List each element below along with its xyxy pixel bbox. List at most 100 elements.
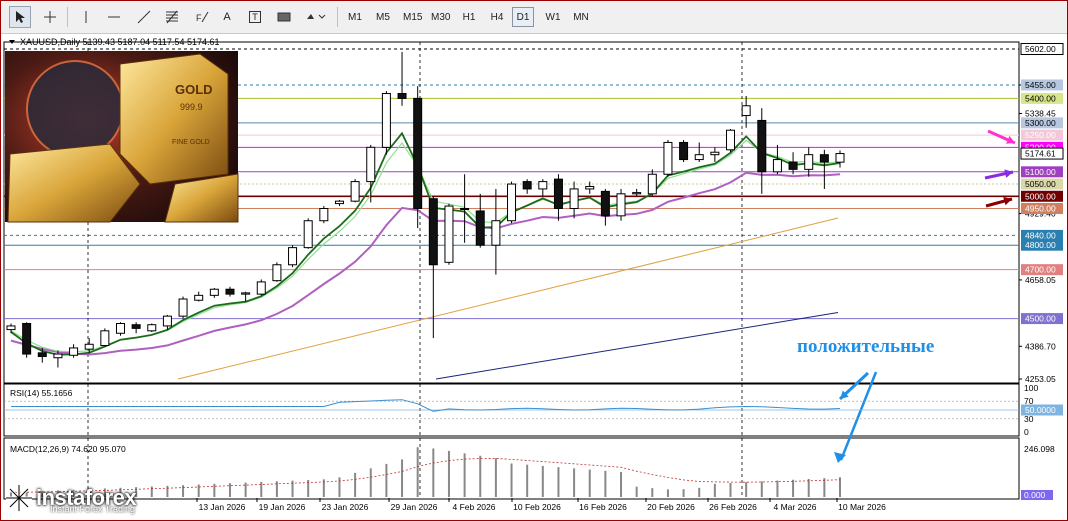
logo-tagline: Instant Forex Trading (50, 504, 136, 514)
price-tag-label: 5250.00 (1025, 130, 1056, 140)
candle (507, 183, 517, 222)
candle (553, 178, 563, 210)
candle (616, 193, 626, 217)
candle (22, 322, 32, 355)
candle (225, 288, 235, 295)
logo-name: instaforex (36, 485, 137, 510)
drawing-toolbar: F A T M1 M5 M15 M30 H1 H4 D1 W1 MN (1, 1, 1067, 34)
annotation-arrow-rsi-head (840, 390, 849, 399)
timeframe-h4[interactable]: H4 (490, 11, 504, 23)
price-tag-label: 5000.00 (1025, 191, 1056, 201)
shapes-tool-button[interactable] (303, 6, 329, 28)
annotation-text: положительные (797, 336, 934, 357)
ma-orange-line (177, 217, 839, 380)
fibonacci-fan-tool-button[interactable]: F (191, 6, 213, 28)
globe-shape (26, 60, 124, 158)
macd-signal-line (10, 457, 841, 493)
candle (585, 185, 595, 190)
timeframe-m5[interactable]: M5 (376, 11, 390, 23)
candle (491, 220, 501, 246)
timeframe-d1[interactable]: D1 (512, 7, 534, 27)
price-tick-label: 4253.05 (1025, 374, 1056, 384)
ma-fast-line (10, 131, 841, 356)
price-tag-5250.00 (1021, 129, 1063, 141)
annotation-arrow-macd-head (834, 452, 846, 463)
cursor-tool-button[interactable] (9, 6, 31, 28)
price-tag-label: 4800.00 (1025, 240, 1056, 250)
candle (804, 154, 814, 170)
price-tick-label: 4658.05 (1025, 275, 1056, 285)
cursor-arrow-icon (16, 11, 25, 23)
horizontal-line-tool-button[interactable] (103, 6, 125, 28)
price-tag-4800.00 (1021, 239, 1063, 251)
svg-text:F: F (196, 13, 202, 23)
candle (209, 288, 219, 296)
date-label: 20 Feb 2026 (647, 502, 695, 512)
candle (475, 210, 485, 246)
timeframe-w1[interactable]: W1 (545, 11, 561, 23)
price-tag-5602.00 (1020, 43, 1064, 55)
candle (710, 151, 720, 156)
horizontal-line-icon (108, 16, 120, 18)
gold-purity-text: 999.9 (180, 102, 203, 112)
price-tag-5000.00 (1021, 190, 1063, 202)
macd-zero-tag (1021, 490, 1053, 500)
candle (663, 141, 673, 175)
price-tag-5100.00 (1021, 166, 1063, 178)
date-label: 16 Feb 2026 (579, 502, 627, 512)
symbol-ohlc-header: XAUUSD,Daily 5139.43 5187.04 5117.54 517… (20, 37, 219, 47)
macd-top-tick: 246.098 (1024, 444, 1055, 454)
price-chart[interactable]: 5455.005338.454929.404658.054386.704253.… (0, 34, 1068, 521)
price-tag-5300.00 (1021, 117, 1063, 129)
candle (538, 181, 548, 190)
date-label: 10 Mar 2026 (838, 502, 886, 512)
candle (428, 198, 438, 266)
price-tag-label: 4700.00 (1025, 265, 1056, 275)
timeframe-m15[interactable]: M15 (403, 11, 423, 23)
price-tag-label: 5300.00 (1025, 118, 1056, 128)
price-tag-5050.00 (1021, 178, 1063, 190)
timeframe-mn[interactable]: MN (573, 11, 589, 23)
price-tag-5455.00 (1021, 79, 1063, 91)
crosshair-tool-button[interactable] (39, 6, 61, 28)
candle (147, 324, 157, 332)
candle (84, 343, 94, 350)
candle (272, 264, 282, 282)
candle (522, 181, 532, 190)
pink-arrow-icon-head (1006, 135, 1015, 144)
candle (37, 352, 47, 358)
candle (772, 159, 782, 173)
candle (178, 298, 188, 317)
timeframe-m1[interactable]: M1 (348, 11, 362, 23)
rsi-scale-label: 100 (1024, 383, 1038, 393)
date-label: 29 Jan 2026 (391, 502, 438, 512)
rectangle-tool-button[interactable] (273, 6, 295, 28)
rsi-value-tag (1021, 404, 1063, 416)
trendline-tool-button[interactable] (133, 6, 155, 28)
candle (569, 188, 579, 210)
text-label-tool-button[interactable]: T (245, 6, 265, 28)
date-label: 10 Feb 2026 (513, 502, 561, 512)
price-tag-label: 4950.00 (1025, 204, 1056, 214)
price-tag-label: 4840.00 (1025, 230, 1056, 240)
vertical-line-tool-button[interactable] (75, 6, 97, 28)
instaforex-logo: instaforex Instant Forex Trading (2, 478, 178, 518)
date-label: 13 Jan 2026 (199, 502, 246, 512)
timeframe-m30[interactable]: M30 (431, 11, 451, 23)
candle (757, 119, 767, 173)
candle (460, 208, 470, 211)
candle (600, 190, 610, 217)
shapes-dropdown-icon (307, 14, 326, 19)
price-tag-5400.00 (1021, 92, 1063, 104)
candle (319, 208, 329, 222)
candle (694, 154, 704, 161)
vertical-line-icon (85, 11, 87, 23)
macd-zero-tag-label: 0.000 (1024, 490, 1046, 500)
candle (726, 129, 736, 151)
date-label: 4 Feb 2026 (452, 502, 495, 512)
timeframe-h1[interactable]: H1 (462, 11, 476, 23)
toolbar-separator (337, 7, 338, 27)
fibonacci-tool-button[interactable] (161, 6, 183, 28)
price-tag-label: 5174.61 (1025, 149, 1056, 159)
text-tool-button[interactable]: A (223, 11, 231, 23)
